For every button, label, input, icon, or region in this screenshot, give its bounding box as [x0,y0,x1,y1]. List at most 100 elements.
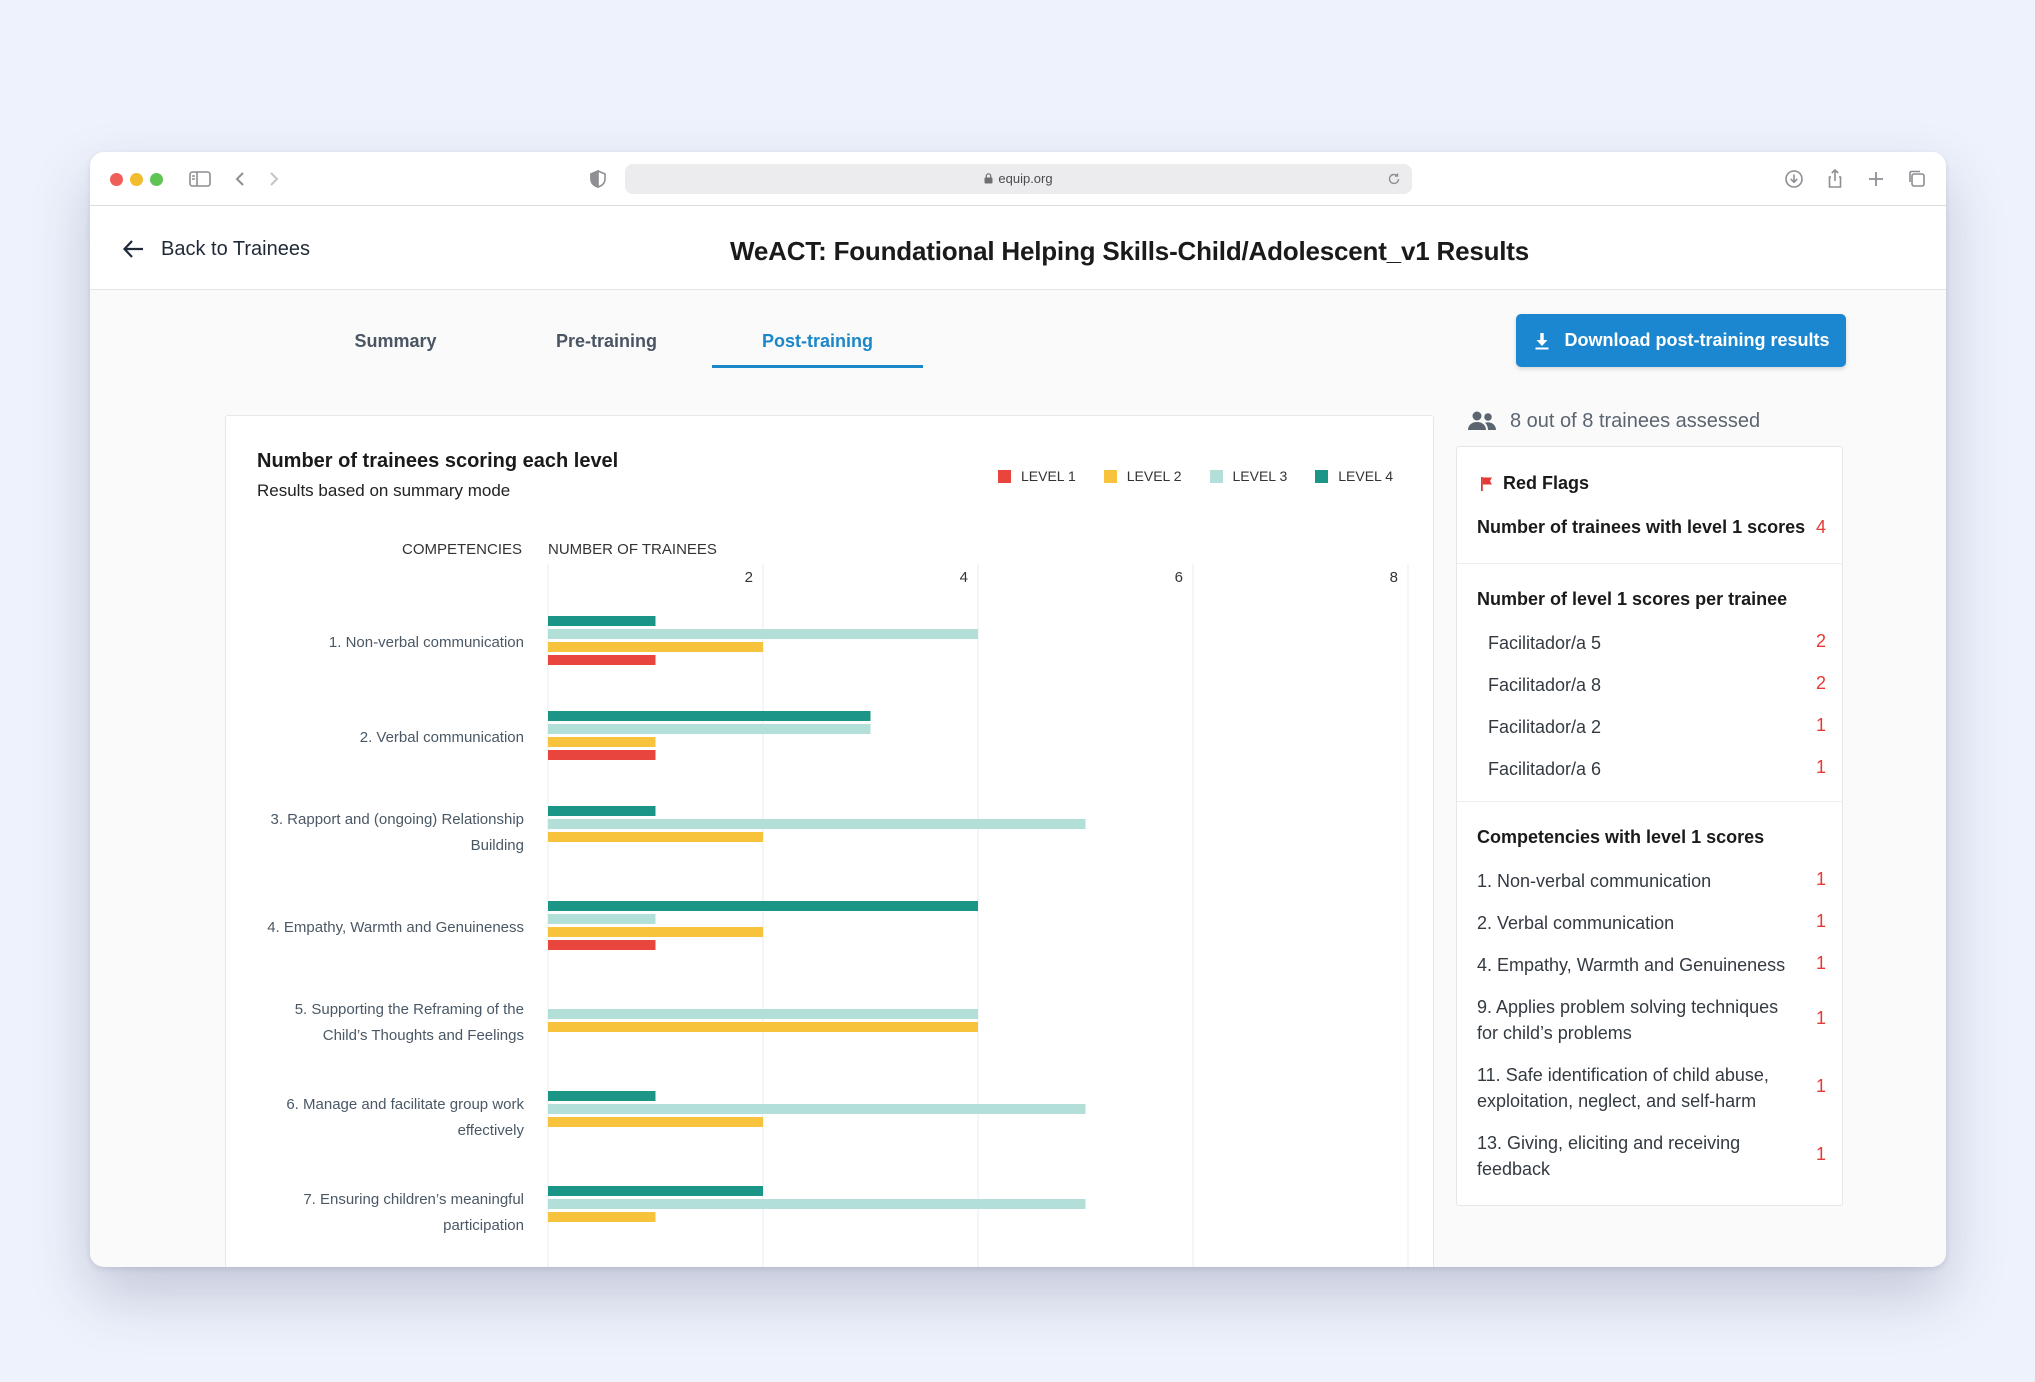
url-text: equip.org [998,171,1053,186]
trainee-level1-count: 1 [1815,757,1826,777]
back-to-trainees-link[interactable]: Back to Trainees [121,234,310,264]
bar-level-2 [548,737,656,747]
assessed-count: 8 out of 8 trainees assessed [1466,406,1760,436]
trainee-level1-count: 2 [1815,673,1826,693]
trainee-name: Facilitador/a 2 [1488,717,1602,737]
chart-title: Number of trainees scoring each level [257,450,619,472]
tab-summary[interactable]: Summary [354,331,437,351]
bar-level-3 [548,1104,1086,1114]
bar-level-2 [548,1022,978,1032]
bar-level-3 [548,724,871,734]
category-label: 4. Empathy, Warmth and Genuineness [267,919,524,936]
competency-name: 2. Verbal communication [1477,913,1675,933]
bar-level-1 [548,655,656,665]
new-tab-icon[interactable] [1863,166,1889,192]
competency-name: 11. Safe identification of child abuse, e… [1477,1065,1769,1111]
app-header: Back to Trainees WeACT: Foundational Hel… [90,206,1946,290]
competency-level1-count: 1 [1815,869,1826,889]
browser-window: equip.org Back to Trainees WeACT: Founda… [90,152,1946,1267]
bar-level-3 [548,914,656,924]
page-title: WeACT: Foundational Helping Skills-Child… [730,236,1530,266]
level-chart-card: Number of trainees scoring each level Re… [225,415,1434,1267]
bar-level-1 [548,940,656,950]
x-tick-label: 8 [1390,569,1398,586]
trainee-level1-count: 2 [1815,631,1826,651]
competency-level1-count: 1 [1815,1076,1826,1096]
chart-legend: LEVEL 1 LEVEL 2 LEVEL 3 LEVEL 4 [998,468,1393,484]
bar-level-4 [548,1091,656,1101]
competencies-axis-label: COMPETENCIES [402,541,523,558]
bar-level-3 [548,819,1086,829]
tab-post-training[interactable]: Post-training [712,312,923,368]
legend-level-4: LEVEL 4 [1315,468,1393,484]
category-label: 1. Non-verbal communication [329,634,524,651]
chart-subtitle: Results based on summary mode [257,481,511,500]
sidebar-icon[interactable] [187,166,213,192]
zoom-window-button[interactable] [150,173,163,186]
tab-pre-training[interactable]: Pre-training [555,331,657,351]
bar-level-2 [548,642,763,652]
trainee-name: Facilitador/a 8 [1488,675,1602,695]
flag-icon [1481,476,1492,491]
arrow-left-icon [122,240,143,258]
back-icon[interactable] [228,166,254,192]
x-tick-label: 4 [960,569,968,586]
legend-level-2: LEVEL 2 [1103,468,1182,484]
download-icon [1535,332,1549,349]
per-trainee-label: Number of level 1 scores per trainee [1477,589,1788,609]
competency-level1-count: 1 [1815,1144,1826,1164]
back-label: Back to Trainees [161,237,310,260]
category-label: 6. Manage and facilitate group work effec… [286,1096,524,1139]
bar-level-4 [548,616,656,626]
bar-level-3 [548,629,978,639]
share-icon[interactable] [1822,166,1848,192]
downloads-icon[interactable] [1781,166,1807,192]
address-bar[interactable]: equip.org [625,164,1412,194]
minimize-window-button[interactable] [130,173,143,186]
reload-icon[interactable] [1386,171,1402,187]
legend-level-3: LEVEL 3 [1209,468,1287,484]
red-flags-panel: Red Flags Number of trainees with level … [1456,446,1843,1206]
category-label: 7. Ensuring children’s meaningful partici… [303,1191,524,1234]
competency-name: 13. Giving, eliciting and receiving feedb… [1477,1133,1741,1179]
level1-trainees-value: 4 [1815,517,1826,537]
competency-level1-count: 1 [1815,1008,1826,1028]
close-window-button[interactable] [110,173,123,186]
tab-overview-icon[interactable] [1904,166,1930,192]
people-icon [1468,411,1496,430]
trainee-name: Facilitador/a 6 [1488,759,1602,779]
number-axis-label: NUMBER OF TRAINEES [548,541,717,558]
category-label: 5. Supporting the Reframing of the Child’… [295,1001,524,1044]
category-label: 3. Rapport and (ongoing) Relationship Bui… [271,811,525,854]
results-tabs: Summary Pre-training Post-training [290,312,923,368]
download-results-button[interactable]: Download post-training results [1516,314,1846,367]
bar-level-2 [548,1117,763,1127]
category-label: 2. Verbal communication [360,729,524,746]
competency-level1-count: 1 [1815,911,1826,931]
x-tick-label: 2 [745,569,753,586]
bar-level-4 [548,901,978,911]
lock-icon [984,173,993,184]
download-label: Download post-training results [1564,330,1830,350]
bar-level-4 [548,711,871,721]
divider [1457,801,1842,802]
divider [1457,563,1842,564]
assessed-text: 8 out of 8 trainees assessed [1510,409,1761,432]
privacy-shield-icon[interactable] [585,166,611,192]
bar-level-4 [548,806,656,816]
bar-level-3 [548,1199,1086,1209]
competency-name: 4. Empathy, Warmth and Genuineness [1477,955,1786,975]
red-flags-header: Red Flags [1479,473,1589,494]
x-tick-label: 6 [1175,569,1183,586]
bar-level-2 [548,832,763,842]
competency-name: 1. Non-verbal communication [1477,871,1712,891]
bar-level-3 [548,1009,978,1019]
competency-level1-count: 1 [1815,953,1826,973]
competencies-label: Competencies with level 1 scores [1477,827,1765,847]
bar-level-4 [548,1186,763,1196]
legend-level-1: LEVEL 1 [998,468,1076,484]
forward-icon[interactable] [260,166,286,192]
trainee-level1-count: 1 [1815,715,1826,735]
bar-level-1 [548,750,656,760]
browser-toolbar: equip.org [90,152,1946,206]
